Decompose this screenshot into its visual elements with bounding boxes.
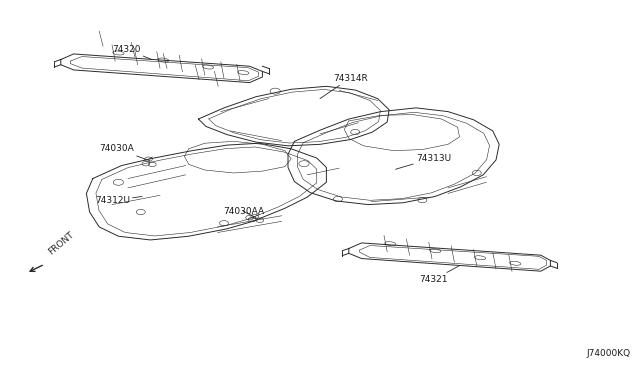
Text: 74313U: 74313U <box>396 154 451 169</box>
Text: 74030AA: 74030AA <box>223 207 264 218</box>
Text: 74321: 74321 <box>419 266 460 284</box>
Text: 74030A: 74030A <box>99 144 150 161</box>
Text: 74320: 74320 <box>112 45 152 60</box>
Text: 74312U: 74312U <box>95 196 142 205</box>
Text: 74314R: 74314R <box>320 74 367 99</box>
Text: J74000KQ: J74000KQ <box>586 349 630 358</box>
Text: FRONT: FRONT <box>47 230 76 257</box>
